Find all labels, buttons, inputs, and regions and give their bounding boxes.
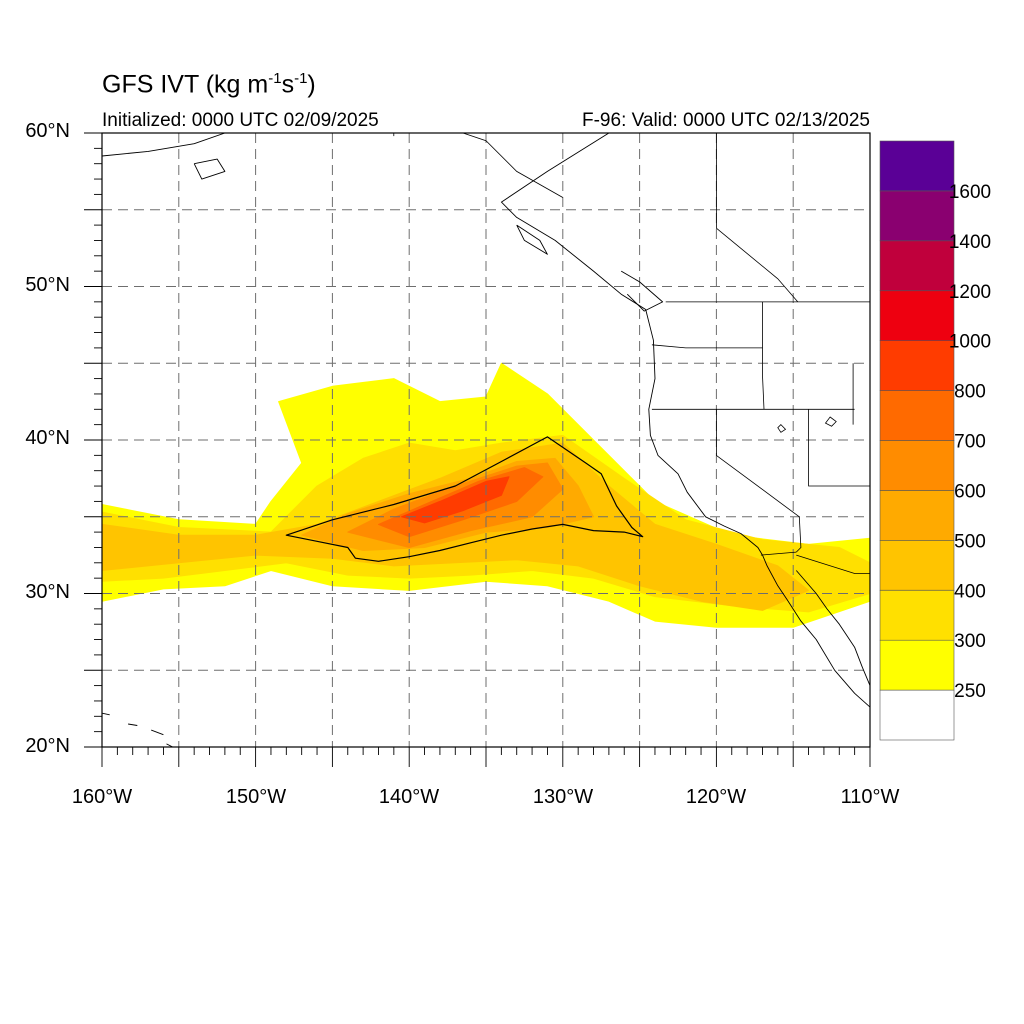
colorbar-label: 700	[954, 432, 986, 453]
coastline	[193, 158, 226, 180]
colorbar-swatch	[879, 340, 955, 391]
political-border	[796, 554, 870, 574]
colorbar-label: 300	[954, 631, 986, 652]
colorbar-label: 1400	[949, 232, 991, 253]
colorbar-swatch	[879, 490, 955, 541]
political-border	[808, 409, 870, 487]
lake-outline	[777, 424, 787, 433]
coastline	[620, 270, 664, 312]
lat-label: 20°N	[25, 735, 70, 757]
lake-outline	[824, 416, 837, 427]
valid-time: F-96: Valid: 0000 UTC 02/13/2025	[582, 110, 870, 131]
lat-label: 50°N	[25, 274, 70, 296]
colorbar-label: 1600	[949, 182, 991, 203]
colorbar-swatch	[879, 539, 955, 591]
lat-label: 40°N	[25, 427, 70, 449]
ivt-area-800	[401, 476, 510, 524]
coastline	[102, 133, 226, 157]
initialized-time: Initialized: 0000 UTC 02/09/2025	[102, 110, 379, 131]
colorbar-swatch	[879, 689, 955, 741]
colorbar-swatch	[879, 589, 955, 641]
colorbar-label: 1000	[949, 332, 991, 353]
axis-ticks	[84, 132, 871, 767]
colorbar-swatch	[879, 440, 955, 491]
colorbar-label: 800	[954, 382, 986, 403]
lon-label: 130°W	[532, 786, 594, 808]
colorbar-label: 1200	[949, 282, 991, 303]
lon-label: 110°W	[840, 786, 900, 808]
colorbar: 250 300 400 500 600 700 800 1000 1200 1400 1600	[879, 140, 991, 741]
lat-label: 30°N	[25, 581, 70, 603]
colorbar-label: 500	[954, 531, 986, 552]
coastline	[128, 723, 138, 726]
colorbar-label: 400	[954, 581, 986, 602]
political-border	[796, 516, 802, 553]
coastline	[166, 743, 182, 747]
coastline	[102, 712, 110, 716]
colorbar-swatch	[879, 390, 955, 441]
political-border	[651, 344, 763, 349]
political-border	[462, 133, 563, 198]
coastline	[516, 224, 548, 255]
ivt-contour	[285, 436, 644, 562]
ivt-contour-line	[285, 436, 644, 562]
colorbar-swatch	[879, 290, 955, 341]
colorbar-swatch	[879, 190, 955, 242]
political-border	[760, 551, 797, 556]
lon-label: 160°W	[71, 786, 133, 808]
lon-label: 150°W	[225, 786, 287, 808]
political-border	[716, 409, 800, 518]
map-title: GFS IVT (kg m-1s-1)	[102, 70, 316, 99]
coastline	[151, 729, 164, 736]
lon-label: 120°W	[685, 786, 747, 808]
graticule	[102, 133, 870, 747]
political-border	[716, 133, 799, 303]
lon-label: 140°W	[378, 786, 440, 808]
lat-label: 60°N	[25, 120, 70, 142]
colorbar-swatch	[879, 240, 955, 292]
geography-lines	[102, 133, 870, 747]
coastline	[500, 133, 870, 708]
colorbar-swatch	[879, 140, 955, 192]
colorbar-swatch	[879, 639, 955, 691]
political-border	[762, 301, 765, 410]
colorbar-label: 600	[954, 481, 986, 502]
colorbar-label: 250	[954, 681, 986, 702]
coastline	[795, 570, 870, 686]
